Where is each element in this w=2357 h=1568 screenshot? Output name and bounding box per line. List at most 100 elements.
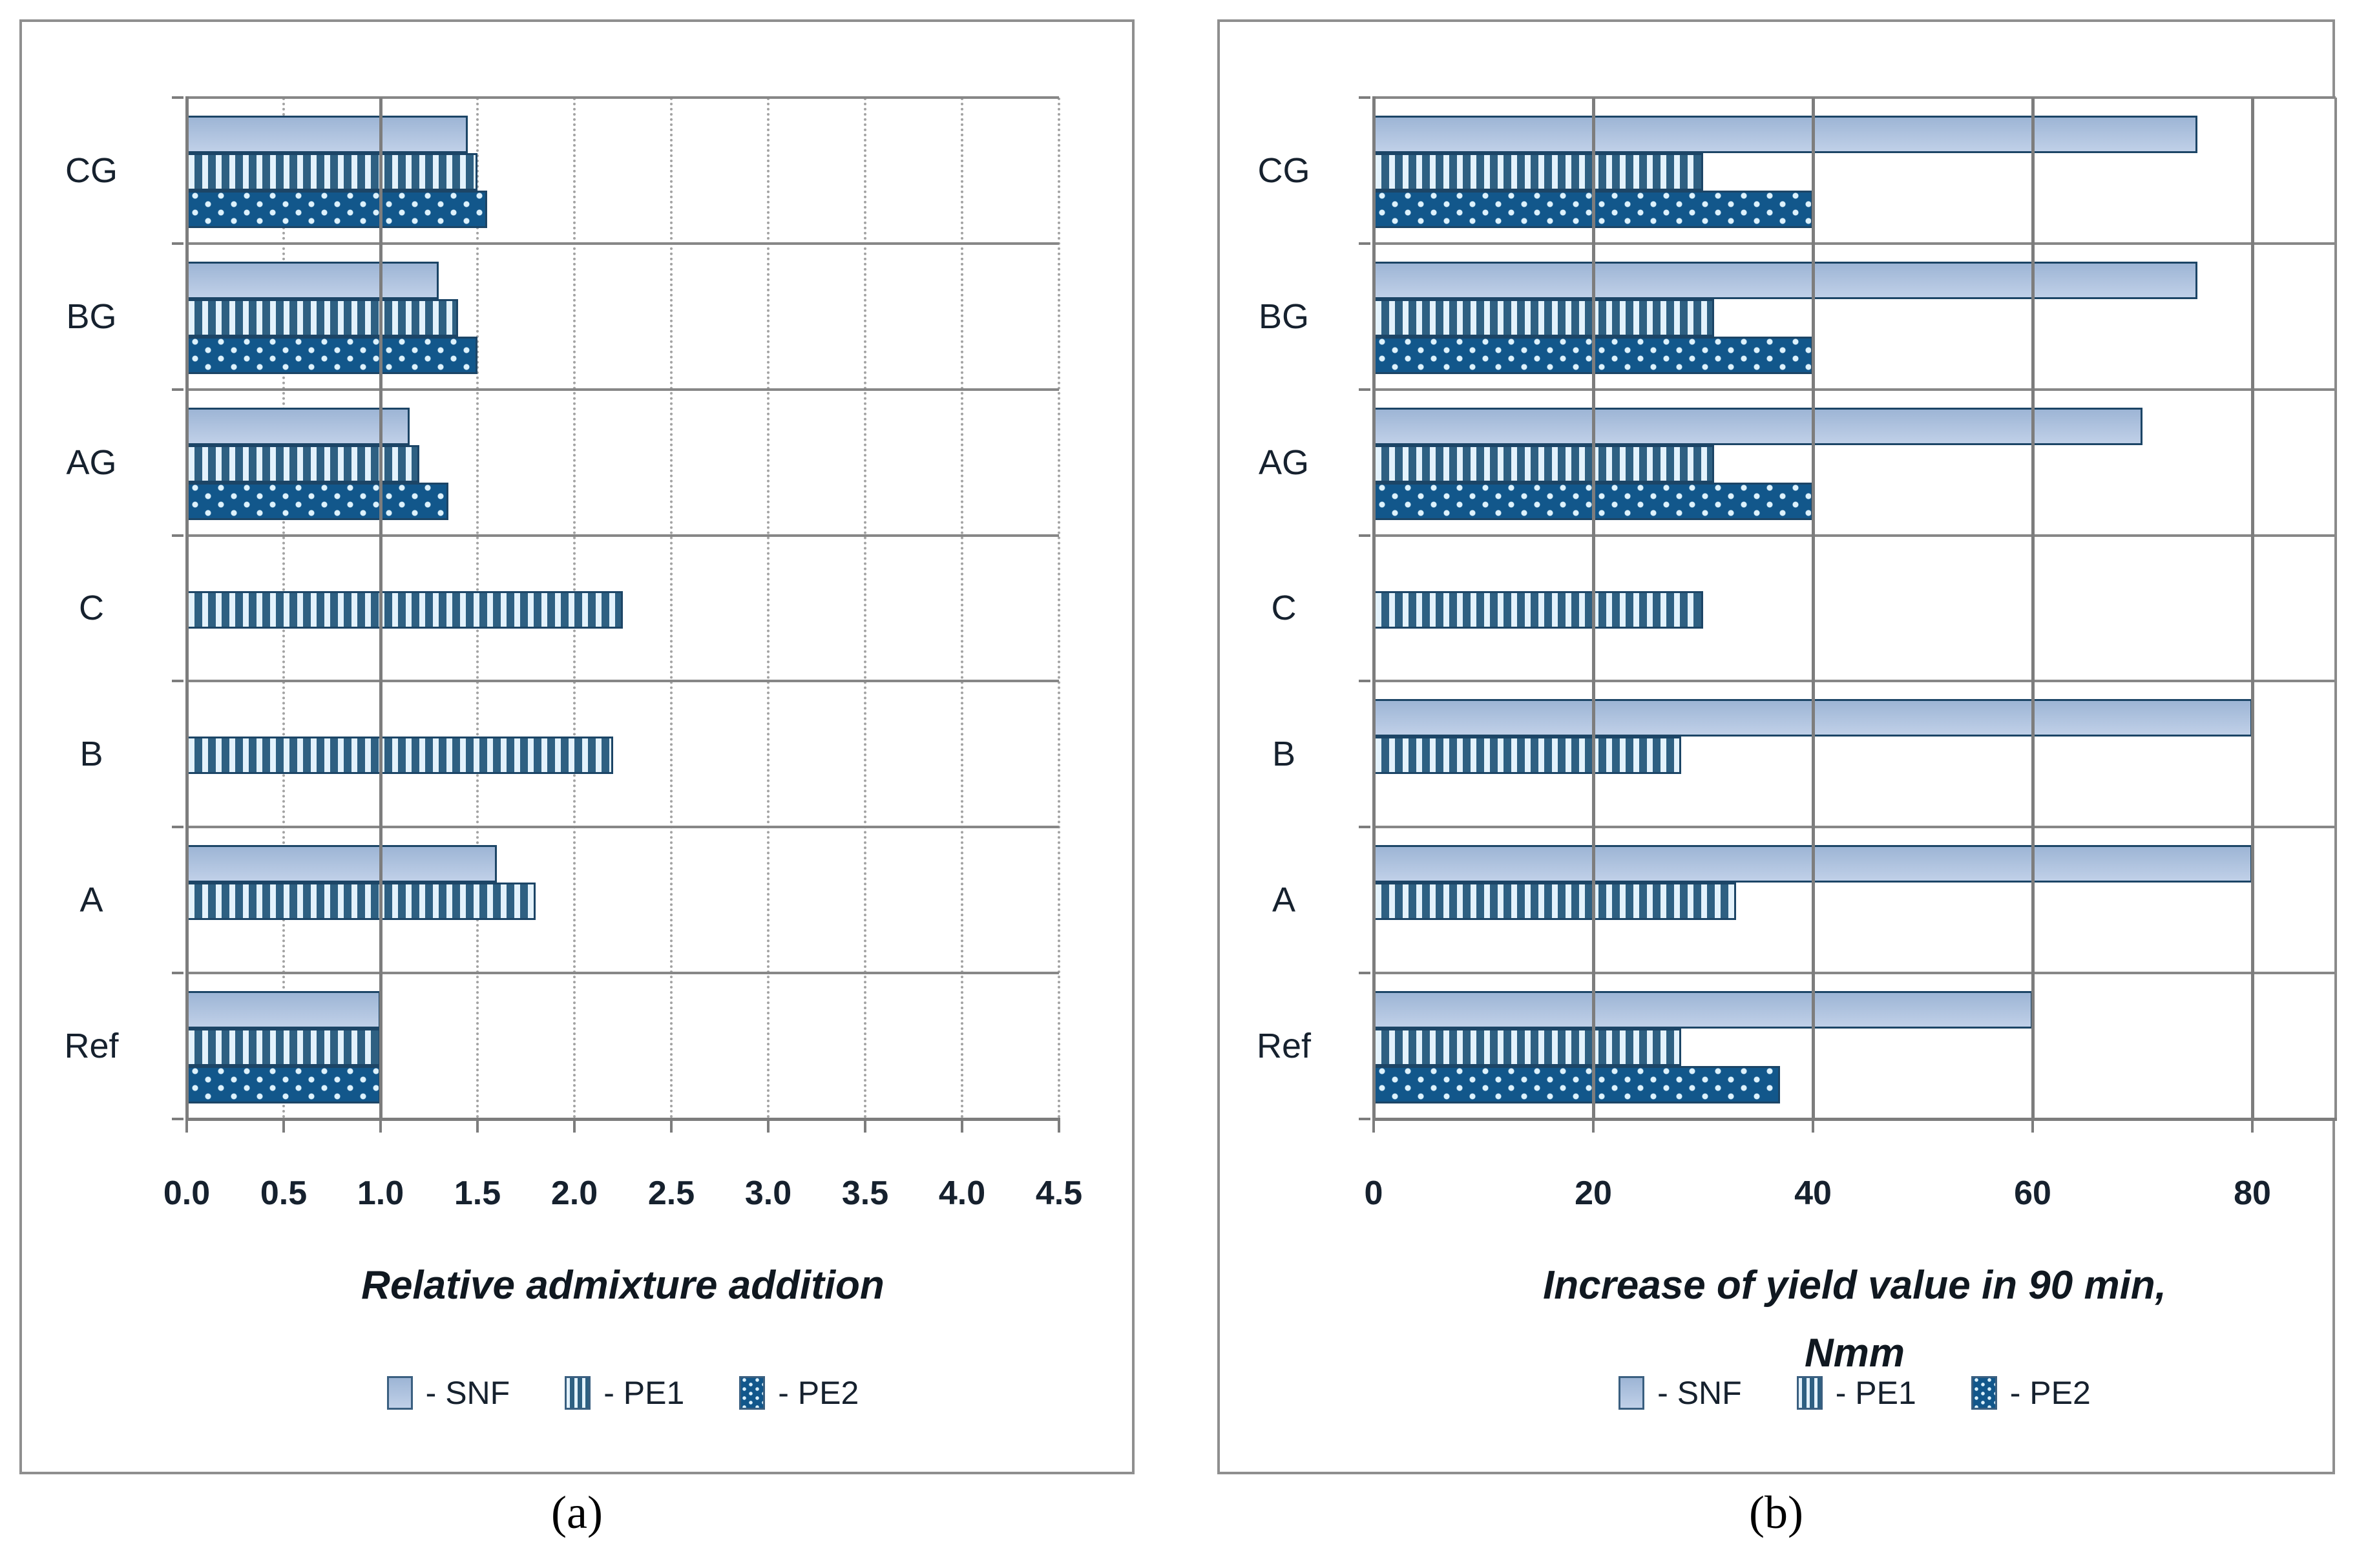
bar-a-pe1 xyxy=(1374,883,1736,921)
bar-b-pe1 xyxy=(187,737,613,775)
x-axis-tick xyxy=(282,1121,285,1133)
x-tick-label-3.0: 3.0 xyxy=(744,1175,792,1212)
bar-ag-pe1 xyxy=(187,444,419,483)
legend-swatch-snf-icon xyxy=(1618,1376,1645,1410)
category-label-ref: Ref xyxy=(1256,1027,1312,1066)
bar-a-snf xyxy=(187,845,497,883)
y-axis-tick xyxy=(172,96,183,99)
x-axis-tick xyxy=(864,1121,866,1133)
caption-a: (a) xyxy=(551,1487,603,1538)
x-axis-title-line-2: Nmm xyxy=(1804,1331,1905,1375)
bar-ag-snf xyxy=(187,407,410,445)
y-axis-tick xyxy=(1359,1118,1370,1120)
bar-cg-snf xyxy=(187,116,468,153)
gridline-solid-80 xyxy=(2251,98,2254,1119)
y-axis-tick xyxy=(1359,680,1370,683)
row-separator xyxy=(187,96,1059,99)
x-axis-tick xyxy=(1372,1121,1375,1133)
x-axis-title-b: Increase of yield value in 90 min, Nmm xyxy=(1374,1251,2336,1387)
bar-c-pe1 xyxy=(187,591,623,629)
bar-cg-pe2 xyxy=(187,191,487,228)
gridline-dotted-4.5 xyxy=(1058,98,1060,1119)
plot-area-a: CG BG AG C B A Ref 0.0 0.5 1.0 1.5 2.0 2.5 3.0 3.5 4.0 4… xyxy=(64,96,1082,1212)
x-tick-label-60: 60 xyxy=(2014,1175,2051,1212)
legend-label-snf: - SNF xyxy=(1657,1375,1742,1411)
legend-b: - SNF - PE1 - PE2 xyxy=(1374,1374,2336,1412)
caption-b: (b) xyxy=(1749,1487,1803,1538)
legend-label-pe2: - PE2 xyxy=(778,1375,859,1411)
category-label-ref: Ref xyxy=(64,1027,119,1066)
x-axis-tick xyxy=(767,1121,770,1133)
legend-item-pe2: - PE2 xyxy=(1971,1374,2091,1412)
legend-item-pe1: - PE1 xyxy=(565,1374,684,1412)
row-separator xyxy=(1374,96,2336,99)
gridline-dotted-3 xyxy=(767,98,770,1119)
x-axis-tick xyxy=(1592,1121,1595,1133)
row-separator xyxy=(1374,388,2336,391)
legend-label-pe1: - PE1 xyxy=(603,1375,685,1411)
legend-item-pe2: - PE2 xyxy=(739,1374,859,1412)
gridline-solid-1 xyxy=(379,98,382,1119)
y-axis-tick xyxy=(172,826,183,829)
y-axis-tick xyxy=(172,242,183,245)
x-axis-tick xyxy=(1058,1121,1060,1133)
y-axis-tick xyxy=(172,534,183,537)
x-tick-label-40: 40 xyxy=(1794,1175,1832,1212)
legend-item-pe1: - PE1 xyxy=(1796,1374,1916,1412)
bar-ref-pe2 xyxy=(1374,1066,1780,1104)
gridline-dotted-3.5 xyxy=(864,98,866,1119)
row-separator xyxy=(187,826,1059,829)
y-axis-tick xyxy=(1359,534,1370,537)
bar-ag-pe2 xyxy=(187,482,448,520)
legend-swatch-snf-icon xyxy=(386,1376,413,1410)
chart-panel-a: CG BG AG C B A Ref 0.0 0.5 1.0 1.5 2.0 2.5 3.0 3.5 4.0 4… xyxy=(19,19,1135,1474)
y-axis-tick xyxy=(172,680,183,683)
legend-swatch-pe1-icon xyxy=(1796,1376,1823,1410)
y-axis-tick xyxy=(1359,388,1370,391)
bar-bg-pe1 xyxy=(187,298,458,337)
y-axis-tick xyxy=(172,1118,183,1120)
bar-ref-pe2 xyxy=(187,1066,381,1104)
x-axis-tick xyxy=(185,1121,188,1133)
bar-cg-pe1 xyxy=(187,153,477,191)
category-label-ag: AG xyxy=(66,443,117,482)
row-separator xyxy=(1374,534,2336,537)
x-tick-label-80: 80 xyxy=(2234,1175,2271,1212)
bar-cg-snf xyxy=(1374,116,2197,153)
row-separator xyxy=(187,242,1059,245)
x-tick-label-0.5: 0.5 xyxy=(260,1175,308,1212)
x-axis-tick xyxy=(961,1121,963,1133)
x-tick-label-0: 0 xyxy=(1364,1175,1383,1212)
gridline-solid-20 xyxy=(1592,98,1595,1119)
x-tick-label-4.0: 4.0 xyxy=(938,1175,986,1212)
row-separator xyxy=(187,680,1059,683)
category-label-b: B xyxy=(79,735,103,774)
gridline-solid-60 xyxy=(2031,98,2035,1119)
category-label-a: A xyxy=(79,881,103,920)
y-axis-tick xyxy=(172,388,183,391)
bar-ref-pe1 xyxy=(1374,1029,1681,1067)
bar-c-pe1 xyxy=(1374,591,1703,629)
x-axis-tick xyxy=(1812,1121,1814,1133)
plot-right-border xyxy=(2334,98,2337,1119)
legend-swatch-pe2-icon xyxy=(1971,1376,1997,1410)
category-label-cg: CG xyxy=(65,151,118,190)
category-label-bg: BG xyxy=(66,297,117,336)
bar-ag-pe1 xyxy=(1374,444,1714,483)
x-axis-tick xyxy=(573,1121,576,1133)
y-axis-line xyxy=(185,96,189,1121)
category-label-b: B xyxy=(1272,735,1296,774)
row-separator xyxy=(1374,242,2336,245)
category-label-cg: CG xyxy=(1257,151,1310,190)
x-axis-tick xyxy=(476,1121,479,1133)
bar-bg-snf xyxy=(187,261,439,299)
x-axis-tick xyxy=(2031,1121,2034,1133)
y-axis-tick xyxy=(1359,972,1370,975)
y-axis-line xyxy=(1372,96,1376,1121)
category-label-c: C xyxy=(1271,589,1297,628)
category-label-ag: AG xyxy=(1258,443,1310,482)
row-separator xyxy=(1374,972,2336,975)
gridline-solid-40 xyxy=(1812,98,1815,1119)
x-tick-label-1.0: 1.0 xyxy=(357,1175,404,1212)
